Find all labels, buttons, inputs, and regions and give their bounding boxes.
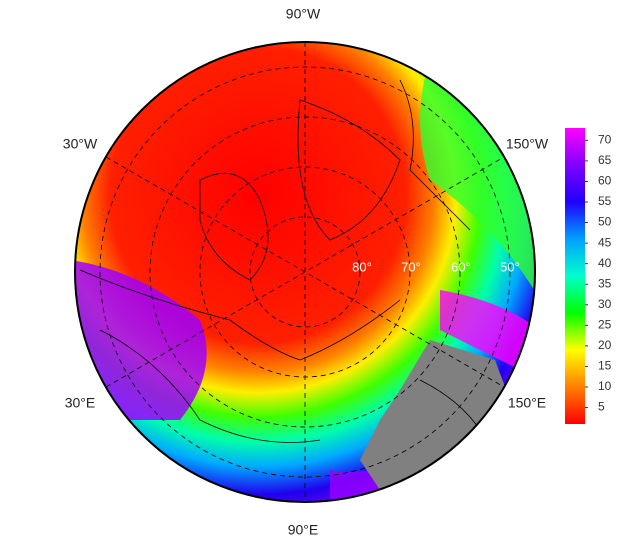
- lon-label: 150°W: [506, 136, 549, 152]
- colorbar-tick-label: 30: [598, 297, 612, 311]
- colorbar-tick-label: 25: [598, 318, 612, 332]
- lon-label: 90°W: [286, 6, 321, 22]
- colorbar-tick-label: 10: [598, 379, 612, 393]
- colorbar-tick-label: 55: [598, 194, 612, 208]
- colorbar-tick-label: 5: [598, 400, 605, 414]
- lon-label: 90°E: [288, 522, 319, 538]
- lat-label: 60°: [451, 259, 471, 274]
- colorbar-tick-label: 65: [598, 153, 612, 167]
- colorbar-tick-label: 40: [598, 256, 612, 270]
- lat-label: 70°: [401, 259, 421, 274]
- lon-label: 150°E: [508, 395, 546, 411]
- colorbar-tick-label: 15: [598, 359, 612, 373]
- map-field: [75, 42, 535, 502]
- lon-label: 30°W: [63, 136, 98, 152]
- colorbar: [565, 128, 585, 424]
- map-border: [74, 41, 536, 503]
- colorbar-tick-label: 70: [598, 133, 612, 147]
- lat-label: 80°: [352, 259, 372, 274]
- colorbar-tick-label: 20: [598, 338, 612, 352]
- colorbar-tick-label: 50: [598, 215, 612, 229]
- colorbar-tick-label: 45: [598, 235, 612, 249]
- colorbar-tick-label: 35: [598, 276, 612, 290]
- lat-label: 50°: [500, 259, 520, 274]
- lon-label: 30°E: [65, 395, 96, 411]
- colorbar-tick-label: 60: [598, 174, 612, 188]
